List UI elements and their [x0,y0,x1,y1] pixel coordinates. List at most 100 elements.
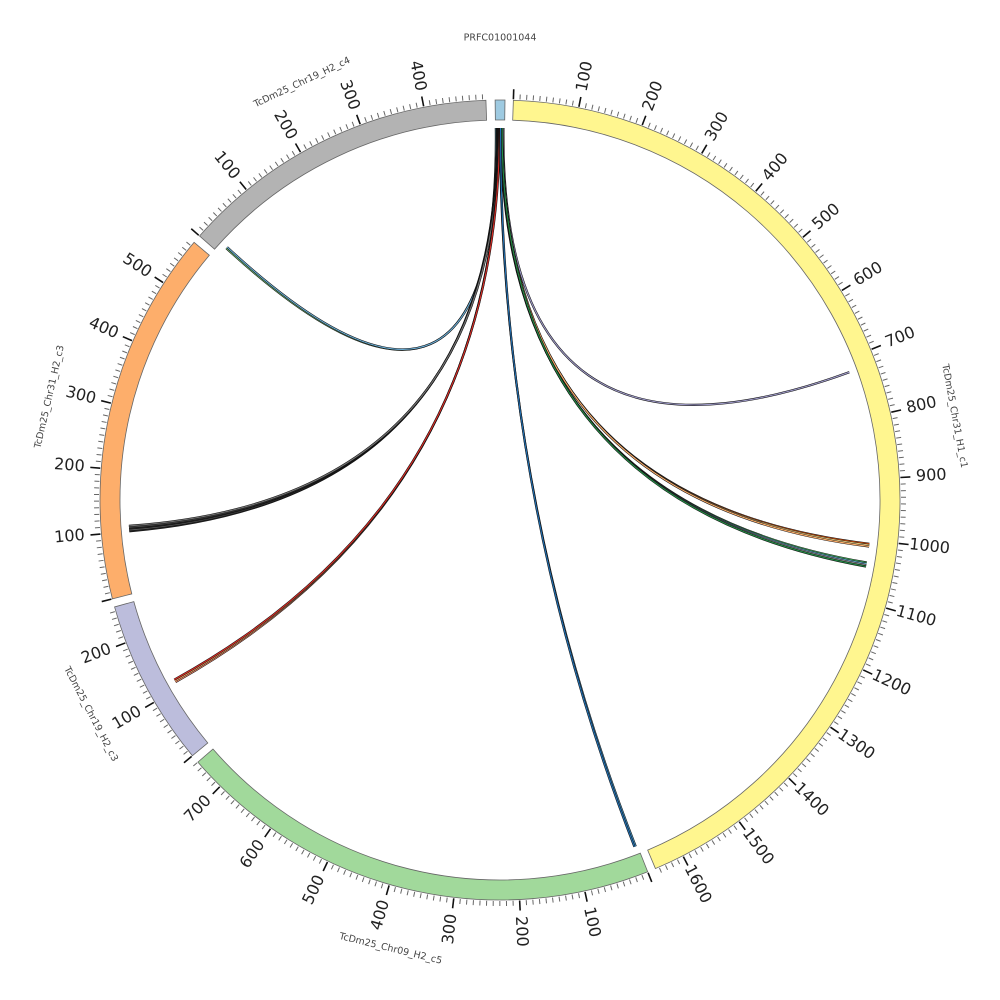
minor-tick [364,117,367,123]
link-outline [128,127,500,529]
link-h2c5[interactable] [500,127,635,848]
minor-tick [779,787,784,792]
major-tick [144,701,155,709]
minor-tick [413,891,416,897]
major-tick [641,115,647,126]
minor-tick [623,113,626,119]
minor-tick [208,216,213,222]
link-h1c1[interactable] [501,128,870,545]
major-tick [322,861,329,872]
minor-tick [830,270,836,275]
minor-tick [733,825,738,831]
minor-tick [886,391,892,394]
major-tick [239,181,247,191]
minor-tick [814,748,820,752]
minor-tick [97,447,103,449]
minor-tick [136,678,142,682]
minor-tick [192,762,198,767]
minor-tick [754,809,759,814]
ideogram-prfc[interactable] [494,99,506,121]
minor-tick [827,265,832,269]
minor-tick [897,450,904,452]
minor-tick [167,729,172,734]
minor-tick [860,322,866,326]
minor-tick [349,872,353,878]
minor-tick [99,434,105,436]
minor-tick [117,363,123,366]
minor-tick [261,824,266,830]
minor-tick [419,893,422,899]
link-h2c3a[interactable] [129,128,499,530]
minor-tick [289,842,294,848]
ideogram-h2c3a[interactable] [99,241,210,600]
link-h1c1[interactable] [502,128,870,548]
link-h2c5[interactable] [499,127,637,847]
ideogram-h1c1[interactable] [512,99,901,870]
minor-tick [857,681,863,685]
tick-label: 1000 [908,534,951,557]
tick-label: 900 [915,464,947,485]
minor-tick [844,704,850,708]
minor-tick [797,768,802,773]
minor-tick [307,852,311,858]
minor-tick [235,804,240,809]
minor-tick [616,883,619,889]
ideogram-h2c4[interactable] [198,99,488,250]
minor-tick [138,314,144,318]
minor-tick [156,713,161,717]
ideogram-h2c5[interactable] [197,748,649,901]
minor-tick [880,372,886,375]
minor-tick [383,110,386,116]
minor-tick [629,115,632,121]
link-h1c1[interactable] [501,128,870,546]
minor-tick [571,894,574,900]
major-tick [294,143,302,153]
links-layer [128,127,870,848]
minor-tick [792,773,798,778]
tick-label: 100 [53,525,85,547]
minor-tick [263,169,268,174]
link-h2c3a[interactable] [128,128,500,527]
major-tick [584,891,588,902]
minor-tick [330,864,334,870]
minor-tick [897,443,903,446]
minor-tick [380,883,384,889]
minor-tick [895,562,902,565]
tick-label: 200 [78,639,113,668]
minor-tick [865,663,871,667]
link-h2c3a[interactable] [129,128,498,532]
link-h2c4[interactable] [225,128,497,351]
minor-tick [115,630,122,633]
link-h2c3b[interactable] [173,127,501,681]
minor-tick [280,157,284,163]
link-h2c3a[interactable] [128,128,499,528]
minor-tick [700,846,704,852]
link-h2c4[interactable] [226,128,497,351]
link-h1c1[interactable] [501,128,867,568]
minor-tick [717,836,721,842]
major-tick [183,755,193,764]
link-outline [225,128,497,351]
minor-tick [402,105,405,111]
major-tick [900,476,911,479]
minor-tick [616,111,620,117]
minor-tick [186,241,191,246]
minor-tick [882,378,888,381]
minor-tick [201,772,207,777]
minor-tick [841,710,846,714]
minor-tick [783,782,789,787]
minor-tick [654,125,657,131]
minor-tick [162,273,167,278]
tick-label: 1600 [681,861,717,906]
ideogram-h2c3b[interactable] [114,601,209,757]
minor-tick [635,877,638,883]
link-h2c3a[interactable] [129,128,499,531]
minor-tick [688,853,692,859]
minor-tick [873,645,879,648]
minor-tick [894,569,900,571]
minor-tick [339,126,343,132]
segment-label: TcDm25_Chr31_H2_c3 [32,344,66,450]
minor-tick [837,715,843,720]
minor-tick [622,881,626,887]
